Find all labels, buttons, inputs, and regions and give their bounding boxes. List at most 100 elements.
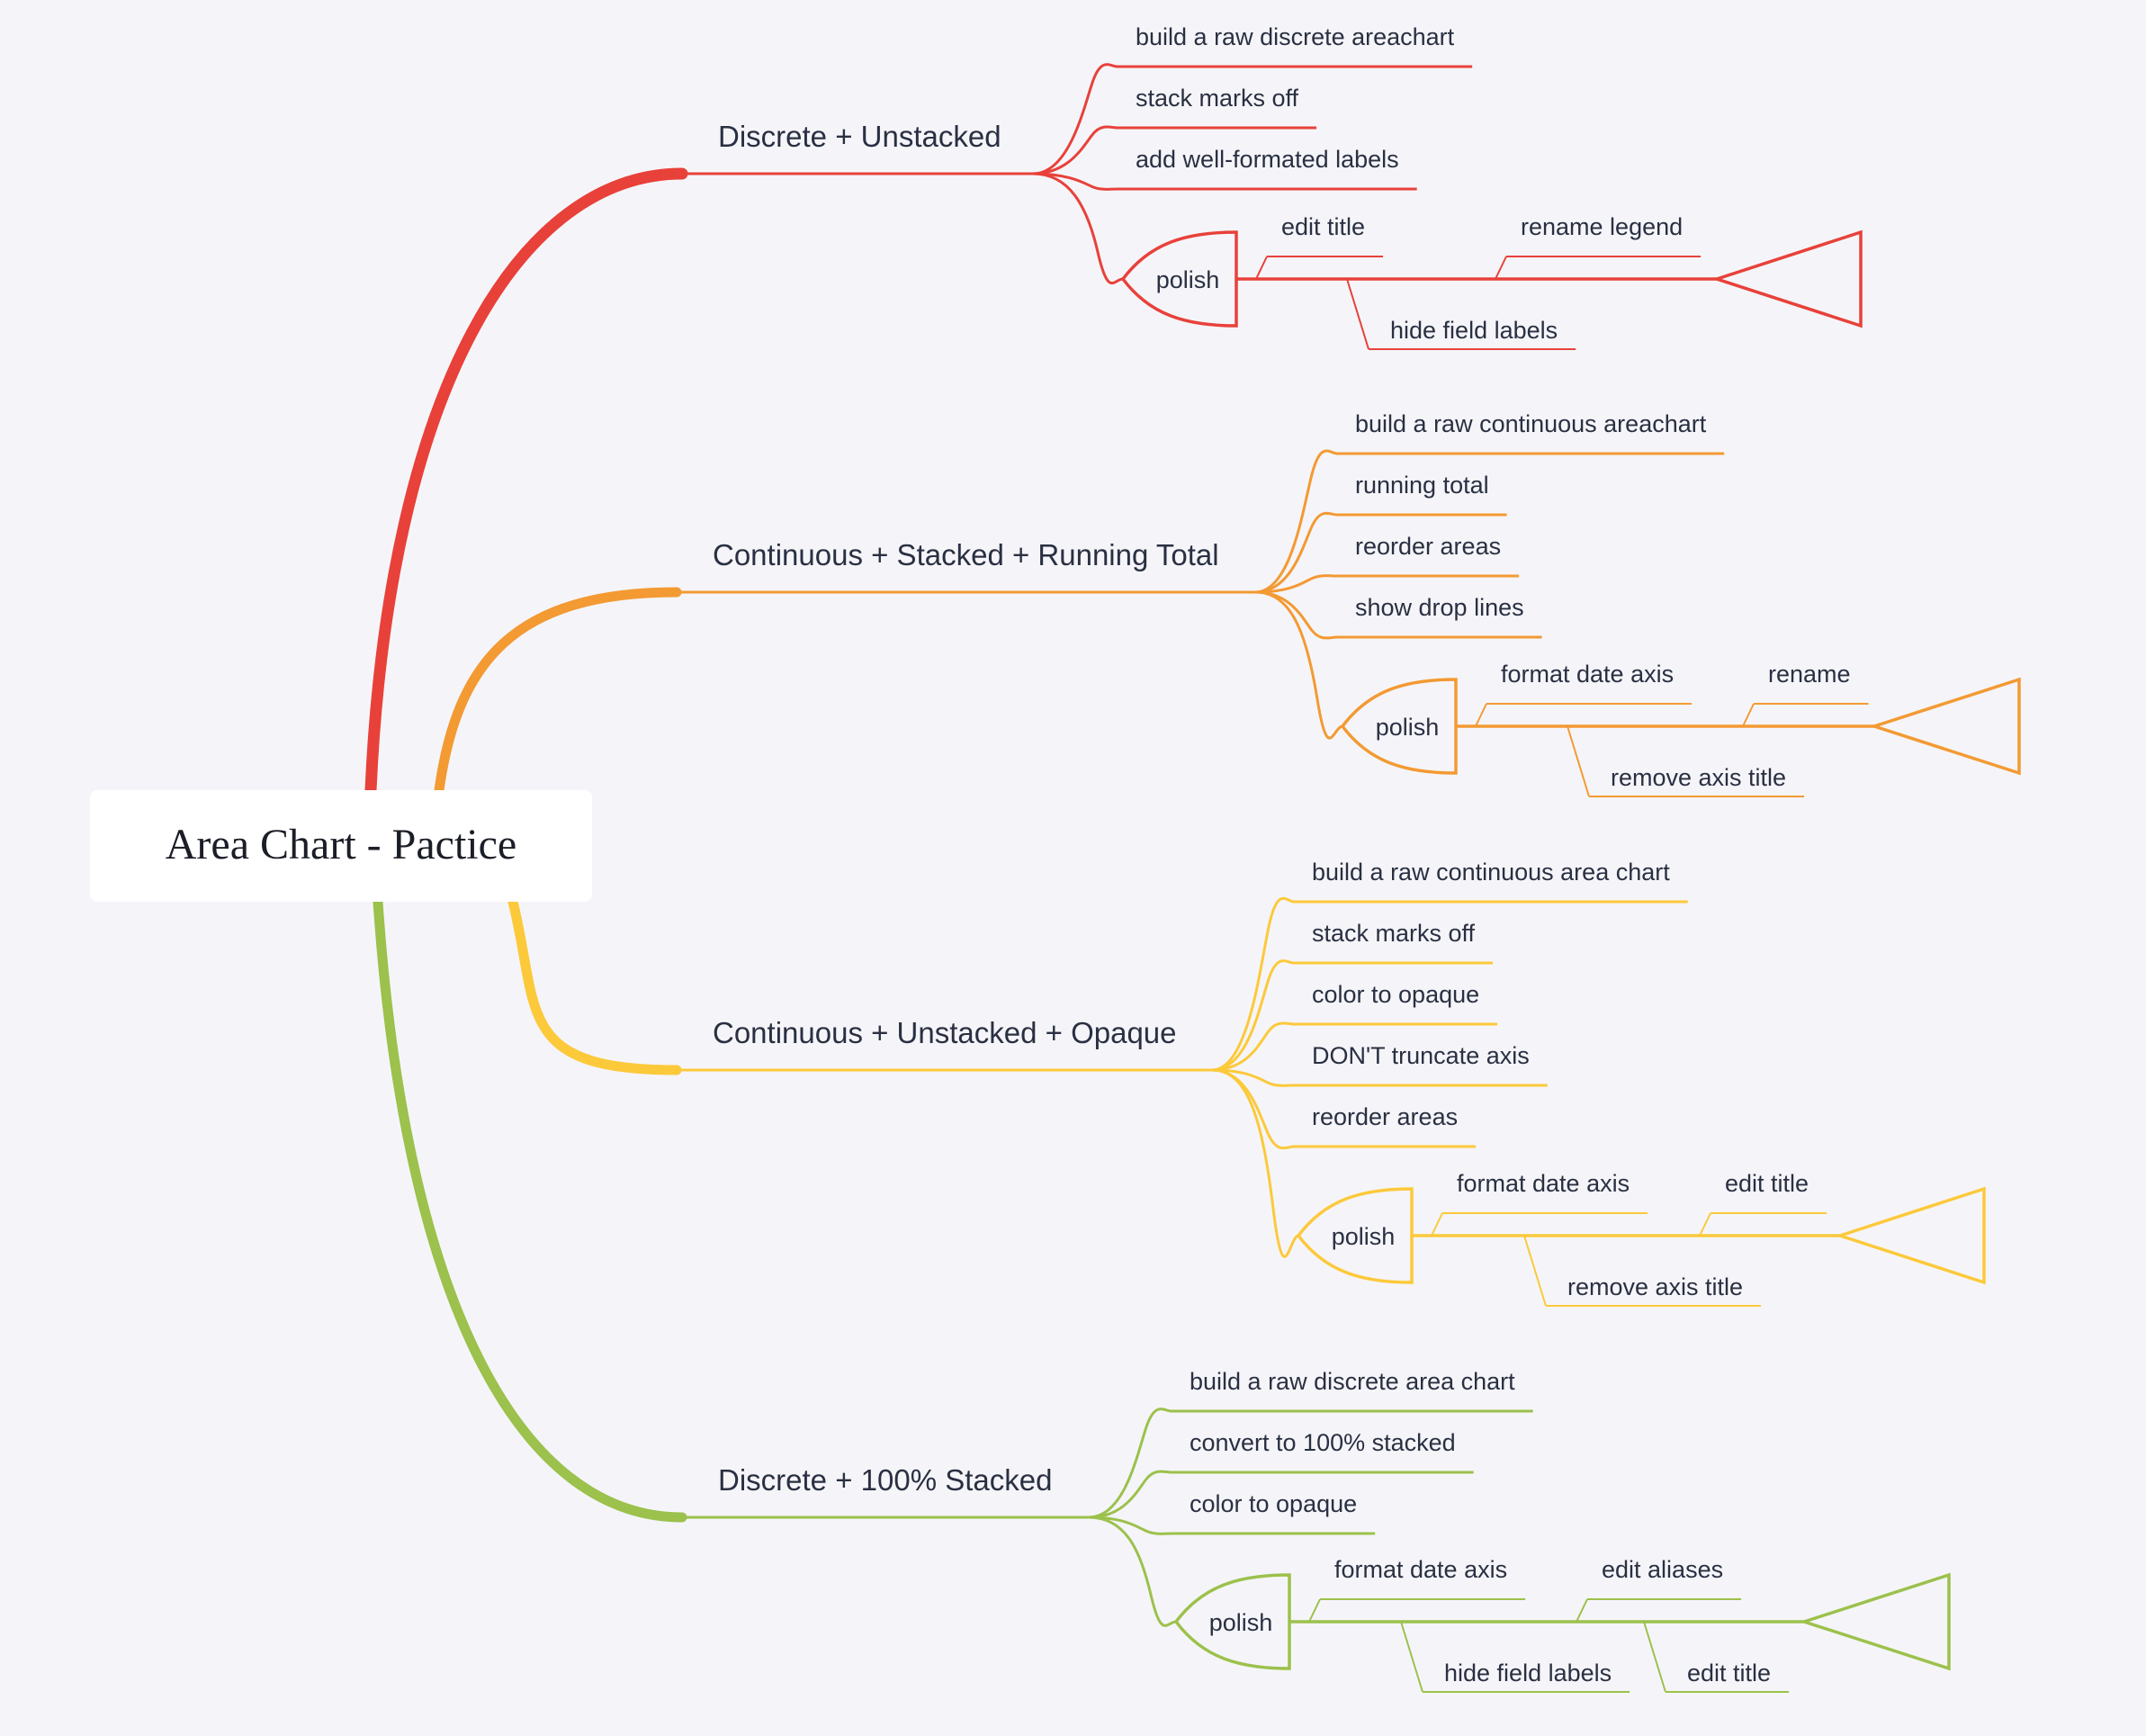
leaf-label: build a raw discrete area chart [1190, 1368, 1515, 1395]
polish-subitem-tick [1567, 725, 1590, 797]
leaf-item[interactable]: add well-formated labels [1032, 146, 1417, 191]
fishbone-head [1711, 229, 1863, 328]
polish-subitem-tick [1495, 256, 1507, 280]
polish-subitem[interactable]: rename [1742, 661, 1869, 727]
leaf-item[interactable]: stack marks off [1211, 920, 1494, 1072]
root-box [90, 790, 592, 902]
polish-subitem-label: edit title [1687, 1660, 1771, 1687]
leaf-label: build a raw discrete areachart [1136, 23, 1455, 50]
leaf-connector [1032, 63, 1118, 175]
polish-subitem[interactable]: format date axis [1431, 1170, 1648, 1237]
polish-node[interactable]: polish format date axis rename remove axis … [1254, 590, 2021, 797]
leaf-connector [1032, 125, 1118, 175]
polish-node[interactable]: polish edit title rename legend hide field … [1032, 172, 1863, 350]
root-connector [373, 896, 687, 1523]
polish-subitem-label: hide field labels [1390, 317, 1558, 344]
branch-3: Continuous + Unstacked + Opaque build a r… [677, 859, 1986, 1307]
leaf-item[interactable]: reorder areas [1254, 533, 1520, 594]
root-connector [364, 167, 688, 796]
polish-subitem-label: remove axis title [1567, 1273, 1743, 1300]
polish-subitem-label: rename [1768, 661, 1851, 688]
polish-subitem-tick [1523, 1235, 1547, 1307]
leaf-item[interactable]: build a raw continuous areachart [1254, 410, 1725, 594]
polish-subitem-label: format date axis [1457, 1170, 1630, 1197]
leaf-item[interactable]: color to opaque [1088, 1490, 1376, 1535]
polish-subitem[interactable]: edit title [1699, 1170, 1827, 1237]
polish-subitem[interactable]: remove axis title [1567, 725, 1805, 797]
polish-subitem[interactable]: format date axis [1308, 1556, 1526, 1623]
leaf-label: reorder areas [1312, 1103, 1458, 1130]
polish-subitem-label: remove axis title [1611, 764, 1786, 791]
polish-subitem-tick [1346, 278, 1369, 350]
leaf-label: build a raw continuous area chart [1312, 859, 1670, 886]
leaf-connector [1211, 1021, 1295, 1072]
polish-node[interactable]: polish format date axis edit title remove a… [1211, 1068, 1986, 1307]
polish-subitem-label: rename legend [1521, 213, 1683, 240]
root-title: Area Chart - Pactice [166, 821, 516, 868]
polish-subitem[interactable]: format date axis [1475, 661, 1693, 727]
leaf-connector [1088, 1470, 1172, 1519]
branch-title: Discrete + 100% Stacked [718, 1463, 1052, 1497]
leaf-connector [1211, 896, 1295, 1072]
leaf-label: DON'T truncate axis [1312, 1042, 1530, 1069]
leaf-item[interactable]: show drop lines [1254, 590, 1542, 640]
leaf-item[interactable]: build a raw continuous area chart [1211, 859, 1688, 1072]
leaf-label: show drop lines [1355, 594, 1524, 621]
polish-subitem-label: edit aliases [1602, 1556, 1723, 1583]
fishbone-head [1799, 1572, 1951, 1671]
leaf-item[interactable]: DON'T truncate axis [1211, 1042, 1548, 1087]
polish-subitem-label: hide field labels [1444, 1660, 1612, 1687]
polish-subitem-tick [1643, 1621, 1666, 1693]
leaf-item[interactable]: convert to 100% stacked [1088, 1429, 1474, 1519]
polish-connector [1254, 590, 1343, 740]
polish-connector [1088, 1516, 1177, 1627]
polish-label: polish [1156, 266, 1220, 293]
branch-title: Continuous + Stacked + Running Total [713, 538, 1219, 571]
leaf-connector [1088, 1408, 1172, 1519]
polish-connector [1211, 1068, 1299, 1258]
polish-subitem-tick [1699, 1212, 1711, 1237]
leaf-label: color to opaque [1312, 981, 1479, 1008]
polish-subitem-tick [1475, 703, 1487, 727]
leaf-item[interactable]: stack marks off [1032, 85, 1317, 175]
leaf-item[interactable]: build a raw discrete areachart [1032, 23, 1473, 175]
polish-subitem[interactable]: edit aliases [1576, 1556, 1742, 1623]
branch-4: Discrete + 100% Stacked build a raw discr… [682, 1368, 1951, 1693]
polish-subitem-label: edit title [1281, 213, 1365, 240]
polish-subitem-tick [1400, 1621, 1423, 1693]
polish-subitem-tick [1308, 1598, 1321, 1623]
branch-1: Discrete + Unstacked build a raw discrete… [682, 23, 1863, 350]
polish-subitem-label: format date axis [1501, 661, 1674, 688]
polish-subitem[interactable]: remove axis title [1523, 1235, 1762, 1307]
polish-node[interactable]: polish format date axis edit aliases hide f… [1088, 1516, 1951, 1693]
leaf-label: convert to 100% stacked [1190, 1429, 1456, 1456]
polish-subitem[interactable]: edit title [1255, 213, 1384, 280]
leaf-label: build a raw continuous areachart [1355, 410, 1707, 437]
mind-map: Discrete + Unstacked build a raw discrete… [677, 23, 2021, 1693]
root-connector [434, 587, 682, 796]
fishbone-head [1869, 677, 2021, 776]
polish-subitem-label: format date axis [1334, 1556, 1507, 1583]
branch-title: Continuous + Unstacked + Opaque [713, 1016, 1177, 1049]
leaf-item[interactable]: build a raw discrete area chart [1088, 1368, 1533, 1519]
polish-subitem[interactable]: hide field labels [1346, 278, 1576, 350]
polish-subitem-tick [1255, 256, 1268, 280]
polish-subitem[interactable]: rename legend [1495, 213, 1702, 280]
leaf-item[interactable]: color to opaque [1211, 981, 1498, 1072]
branch-2: Continuous + Stacked + Running Total buil… [677, 410, 2021, 797]
polish-subitem[interactable]: hide field labels [1400, 1621, 1630, 1693]
leaf-connector [1254, 574, 1338, 594]
leaf-connector [1032, 172, 1118, 191]
polish-label: polish [1209, 1609, 1273, 1636]
leaf-connector [1254, 449, 1338, 594]
leaf-label: reorder areas [1355, 533, 1501, 560]
leaf-connector [1088, 1516, 1172, 1535]
polish-subitem-tick [1576, 1598, 1588, 1623]
leaf-item[interactable]: running total [1254, 472, 1507, 594]
root-node[interactable]: Area Chart - Pactice [90, 790, 592, 902]
polish-subitem[interactable]: edit title [1643, 1621, 1790, 1693]
leaf-item[interactable]: reorder areas [1211, 1068, 1477, 1150]
polish-subitem-label: edit title [1725, 1170, 1809, 1197]
polish-subitem-tick [1431, 1212, 1443, 1237]
